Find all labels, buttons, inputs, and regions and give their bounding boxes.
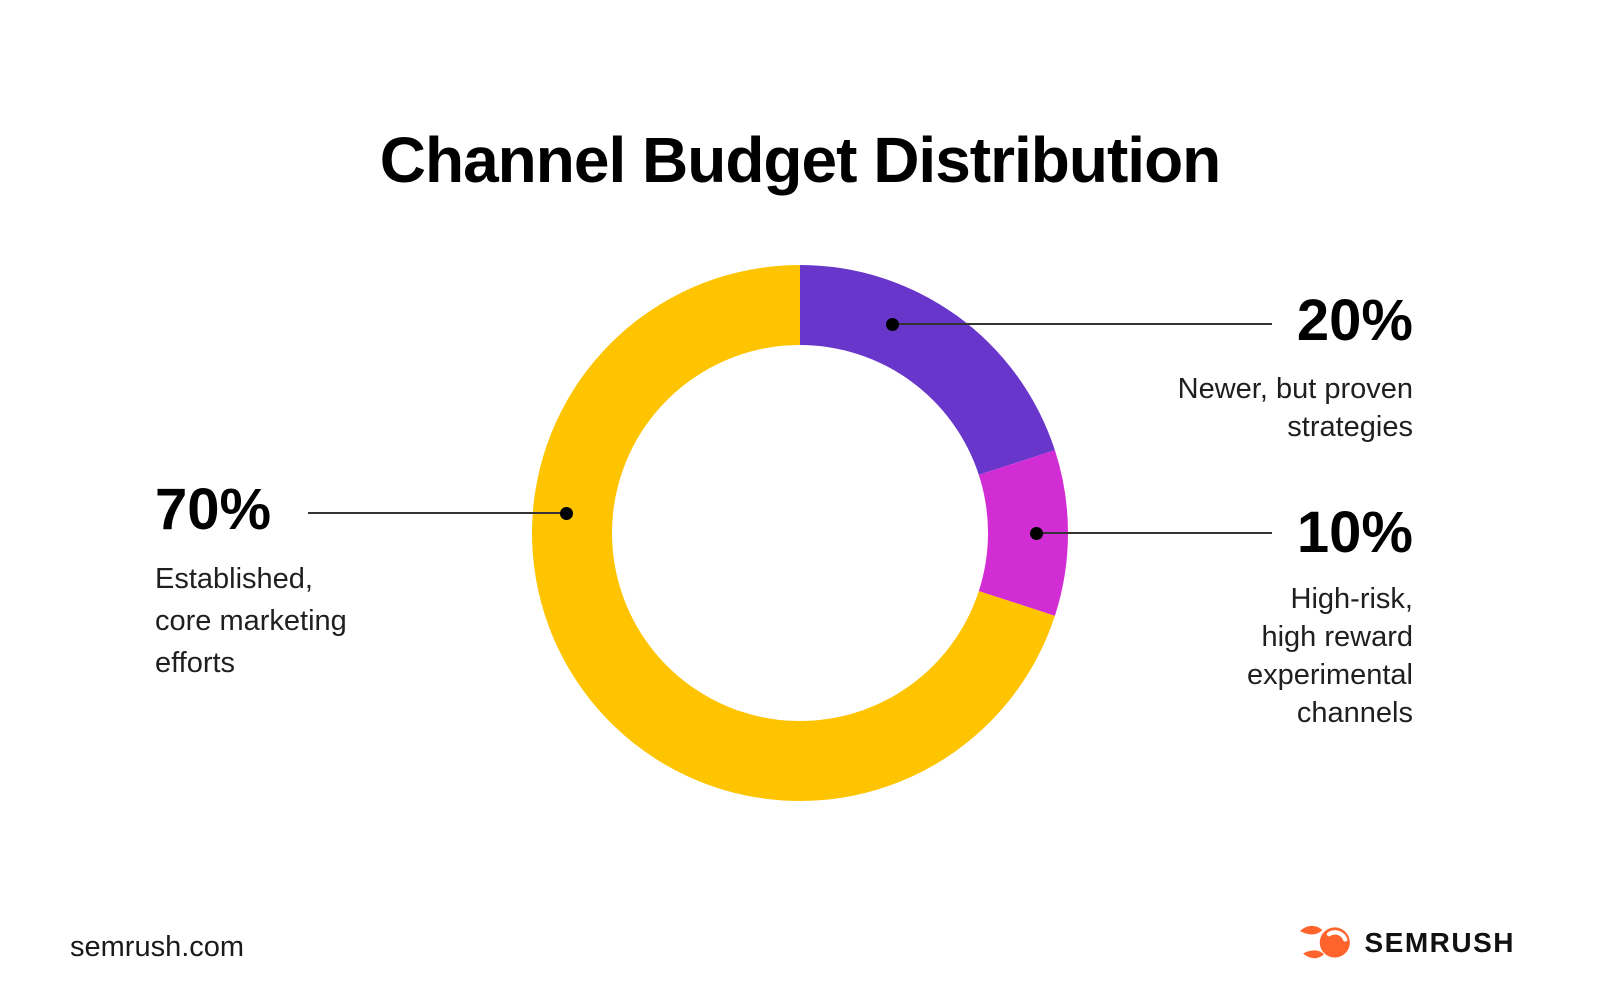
semrush-logo: SEMRUSH bbox=[1300, 922, 1515, 964]
annotation-70-percent: 70% bbox=[155, 477, 272, 542]
donut-segment-20 bbox=[800, 265, 1055, 475]
page-title: Channel Budget Distribution bbox=[379, 123, 1222, 196]
donut-segment-10 bbox=[978, 450, 1068, 616]
website-credit: semrush.com bbox=[70, 931, 245, 963]
annotation-20-percent: 20% bbox=[1296, 288, 1413, 353]
annotation-70: 70% Established, core marketing efforts bbox=[155, 481, 347, 684]
annotation-10-percent: 10% bbox=[1296, 500, 1413, 565]
semrush-wordmark: SEMRUSH bbox=[1364, 927, 1515, 958]
annotation-20: 20% Newer, but proven strategies bbox=[1178, 292, 1413, 446]
annotation-70-description: Established, core marketing efforts bbox=[155, 563, 347, 679]
leader-line-20 bbox=[892, 323, 1272, 325]
leader-dot-10 bbox=[1030, 527, 1043, 540]
annotation-10-description: High-risk, high reward experimental chan… bbox=[1246, 583, 1413, 729]
leader-dot-20 bbox=[886, 318, 899, 331]
leader-dot-70 bbox=[560, 507, 573, 520]
annotation-20-description: Newer, but proven strategies bbox=[1177, 373, 1413, 443]
leader-line-70 bbox=[308, 512, 566, 514]
leader-line-10 bbox=[1036, 532, 1272, 534]
donut-chart bbox=[531, 265, 1068, 801]
annotation-10: 10% High-risk, high reward experimental … bbox=[1247, 504, 1413, 732]
semrush-flame-icon bbox=[1300, 925, 1351, 959]
donut-segment-70 bbox=[531, 265, 1055, 801]
